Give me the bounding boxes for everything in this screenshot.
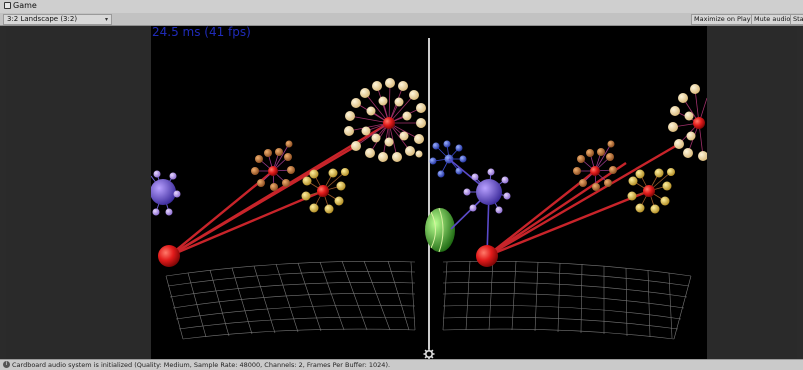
scene-render [151, 38, 707, 359]
right-link-lines [486, 142, 680, 258]
right-red-node [476, 245, 498, 267]
chevron-down-icon: ▾ [104, 16, 108, 23]
fps-counter: 24.5 ms (41 fps) [152, 25, 251, 39]
left-gold-cluster [301, 168, 349, 214]
left-red-node [158, 245, 180, 267]
game-icon [4, 2, 11, 9]
left-eye-grid-floor [165, 260, 416, 340]
right-green-planet [425, 207, 455, 253]
status-bar: i Cardboard audio system is initialized … [0, 359, 803, 370]
aspect-ratio-label: 3:2 Landscape (3:2) [7, 15, 78, 23]
game-tab-label: Game [13, 1, 37, 10]
maximize-on-play-button[interactable]: Maximize on Play [691, 14, 754, 25]
status-message[interactable]: Cardboard audio system is initialized (Q… [12, 361, 391, 369]
right-eye-view [425, 84, 707, 267]
right-blue-cluster [429, 140, 467, 178]
left-purple-cluster [151, 170, 181, 216]
mute-audio-button[interactable]: Mute audio [751, 14, 794, 25]
gear-icon [423, 348, 435, 359]
left-cream-cluster [344, 78, 426, 162]
left-brown-cluster [251, 140, 295, 191]
right-cream-cluster [668, 84, 707, 161]
right-eye-grid-floor [442, 260, 692, 340]
left-eye-view [151, 78, 426, 267]
game-tab[interactable]: Game [4, 1, 37, 10]
aspect-ratio-dropdown[interactable]: 3:2 Landscape (3:2) ▾ [3, 14, 112, 25]
right-brown-cluster [573, 140, 617, 191]
right-gold-cluster [627, 168, 675, 214]
info-icon: i [3, 361, 10, 368]
window-titlebar: Game [0, 0, 803, 14]
stereo-scene[interactable] [151, 26, 707, 359]
game-toolbar: 3:2 Landscape (3:2) ▾ Maximize on Play M… [0, 13, 803, 26]
stats-button[interactable]: Sta [790, 14, 803, 25]
